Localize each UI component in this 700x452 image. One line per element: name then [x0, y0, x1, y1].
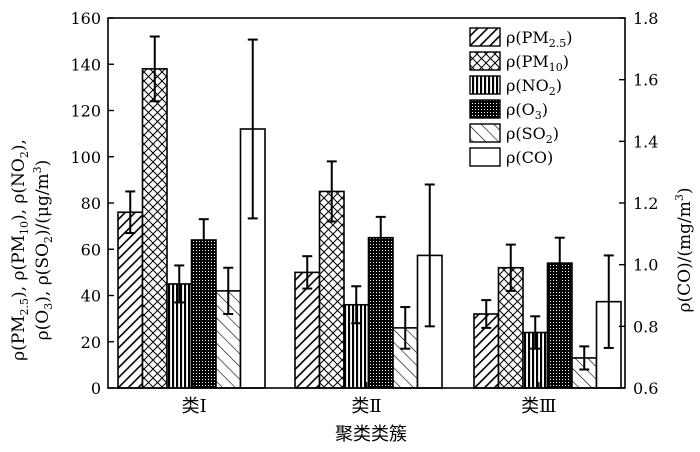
x-category-label: 类Ⅲ [521, 396, 556, 417]
error-bar-empty-1 [424, 183, 435, 328]
error-bar-dense-dots-1 [375, 215, 386, 260]
y-tick-label-left: 100 [70, 148, 101, 167]
y-tick-label-right: 0.8 [633, 317, 658, 336]
legend-item: ρ(PM2.5) [469, 27, 573, 50]
error-bar-crosshatch-0 [149, 35, 160, 103]
legend: ρ(PM2.5)ρ(PM10)ρ(NO2)ρ(O3)ρ(SO2) ρ(CO) [469, 27, 573, 167]
legend-label: ρ(O3) [506, 100, 548, 122]
legend-item: ρ(PM10) [469, 51, 569, 74]
y-tick-label-left: 20 [81, 333, 101, 352]
bar-dense-dots-1 [367, 236, 394, 389]
bar-diag-right-0 [117, 211, 144, 389]
error-bar-vertical-1 [351, 285, 362, 325]
legend-label: ρ(SO2) [506, 124, 559, 146]
y-tick-label-left: 160 [70, 9, 101, 28]
legend-swatch [469, 147, 501, 167]
error-bar-vertical-0 [174, 264, 185, 304]
y-axis-title-left-line2: ρ(O3), ρ(SO2)/(μg/m3) [31, 160, 55, 341]
legend-item: ρ(SO2) [469, 123, 559, 146]
y-tick-label-right: 1.4 [633, 132, 658, 151]
y-tick-label-left: 60 [81, 240, 101, 259]
y-tick-label-left: 0 [91, 379, 101, 398]
bar-crosshatch-0 [141, 68, 168, 389]
y-tick-label-right: 1.6 [633, 71, 658, 90]
x-axis-title: 聚类类簇 [335, 424, 407, 445]
error-bar-crosshatch-1 [326, 160, 337, 223]
legend-item: ρ(CO) [469, 147, 553, 167]
y-tick-label-left: 120 [70, 102, 101, 121]
y-tick-label-right: 1.8 [633, 9, 658, 28]
x-category-label: 类Ⅱ [351, 396, 381, 417]
error-bar-empty-2 [603, 254, 614, 349]
error-bar-diag-right-1 [302, 255, 313, 290]
y-tick-label-left: 140 [70, 55, 101, 74]
error-bar-diag-right-0 [125, 190, 136, 235]
bar-dense-dots-0 [190, 239, 217, 389]
legend-swatch [469, 75, 501, 95]
legend-label: ρ(PM10) [506, 52, 569, 74]
y-tick-label-left: 80 [81, 194, 101, 213]
bar-empty-0 [239, 128, 266, 389]
error-bar-empty-0 [247, 38, 258, 220]
axes: 0 20 40 60 80 100 120 140 160 0.6 0.8 1.0 1.2 1.4 1.6 1… [70, 9, 658, 417]
legend-swatch [469, 99, 501, 119]
error-bar-dense-dots-0 [198, 218, 209, 262]
legend-label: ρ(CO) [506, 148, 553, 167]
error-bar-diag-left-0 [223, 266, 234, 315]
legend-swatch [469, 51, 501, 71]
error-bar-diag-left-2 [579, 345, 590, 371]
error-bar-dense-dots-2 [554, 236, 565, 290]
y-axis-title-right: ρ(CO)/(mg/m3) [673, 187, 695, 312]
legend-item: ρ(NO2) [469, 75, 562, 98]
error-bar-diag-left-1 [400, 306, 411, 350]
bar-diag-right-1 [294, 271, 321, 389]
y-axis-title-left-line1: ρ(PM2.5), ρ(PM10), ρ(NO2), [9, 139, 31, 361]
error-bar-diag-right-2 [481, 299, 492, 329]
x-category-label: 类Ⅰ [182, 396, 207, 417]
legend-swatch [469, 27, 501, 47]
y-tick-label-right: 1.0 [633, 256, 658, 275]
plot-area [117, 35, 622, 389]
legend-item: ρ(O3) [469, 99, 548, 122]
legend-label: ρ(PM2.5) [506, 28, 573, 50]
error-bar-crosshatch-2 [505, 243, 516, 292]
y-tick-label-right: 1.2 [633, 194, 658, 213]
legend-label: ρ(NO2) [506, 76, 562, 98]
y-tick-label-right: 0.6 [633, 379, 658, 398]
legend-swatch [469, 123, 501, 143]
y-tick-label-left: 40 [81, 287, 101, 306]
error-bar-vertical-2 [530, 315, 541, 350]
